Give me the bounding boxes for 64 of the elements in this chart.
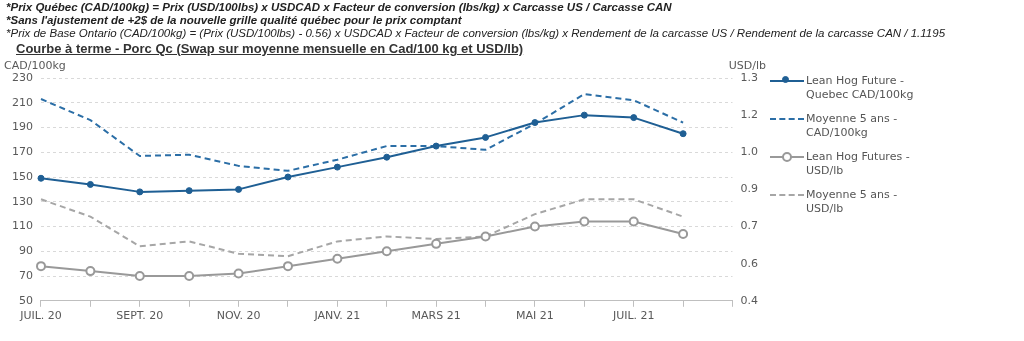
point [136,188,144,196]
y-tick-label: 90 [19,244,33,258]
point [185,187,193,195]
y-tick-label: 50 [19,293,33,307]
point [282,261,293,272]
x-tick-label: JUIL. 20 [19,309,62,323]
point [86,180,94,188]
point [529,221,540,232]
legend-label: Lean Hog Future - Quebec CAD/100kg [806,74,915,102]
point [678,228,689,239]
y2-tick-label: 0.6 [740,256,759,270]
legend-label: Moyenne 5 ans - USD/lb [806,188,899,216]
y-axis-title: CAD/100kg [4,59,66,73]
point [480,231,491,242]
y2-axis-title: USD/lb [728,59,767,73]
y-tick-label: 150 [12,169,33,183]
text: *Prix de Base Ontario (CAD/100kg) = (Prix (USD/100lbs) - 0.56) x USDCAD x Facteur de conversion (lbs/kg) x Rendement de la carcasse US / Rendement de la carcasse CAN / 1.1195 [6,27,947,40]
x-tick-label: NOV. 20 [216,309,261,323]
line-series [40,198,685,258]
point [579,216,590,227]
y2-tick-label: 0.4 [740,293,759,307]
x-tick-label: SEPT. 20 [116,309,164,323]
point [381,246,392,257]
point [36,261,46,272]
point [332,253,343,264]
point [679,130,687,138]
chart-title: Courbe à terme - Porc Qc (Swap sur moyenne mensuelle en Cad/100 kg et USD/lb) [15,41,525,56]
y-tick-label: 190 [12,120,33,134]
y2-tick-label: 0.7 [740,219,759,233]
y2-tick-label: 0.9 [740,182,759,196]
x-tick-label: JUIL. 21 [611,309,655,323]
y-tick-label: 70 [19,268,33,282]
point [531,119,539,127]
point [134,271,145,282]
point [235,185,243,193]
legend-label: Moyenne 5 ans - CAD/100kg [806,112,899,140]
point [630,114,638,122]
point [628,216,639,227]
point [482,133,490,141]
point [184,271,195,282]
y-tick-label: 210 [12,95,33,109]
point [284,173,292,181]
y-tick-label: 170 [12,145,33,159]
line-series [40,93,685,172]
text: *Prix Québec (CAD/100kg) = Prix (USD/100lbs) x USDCAD x Facteur de conversion (lbs/kg) x Carcasse US / Carcasse CAN [6,1,673,14]
point [432,142,440,150]
x-tick-label: JANV. 21 [313,309,361,323]
point [333,163,341,171]
y2-tick-label: 1.2 [740,107,759,121]
point [37,174,45,182]
y-tick-label: 130 [12,194,33,208]
y-tick-label: 230 [12,70,33,84]
y2-tick-label: 1.3 [740,70,759,84]
point [233,268,244,279]
point [580,111,588,119]
y2-tick-label: 1.0 [740,145,759,159]
x-tick-label: MARS 21 [411,309,461,323]
text: *Sans l'ajustement de +2$ de la nouvelle grille qualité québec pour le prix comptant [6,14,463,27]
legend-label: Lean Hog Futures - USD/lb [806,150,911,178]
x-tick-label: MAI 21 [516,309,554,323]
point [383,153,391,161]
point [85,266,96,277]
point [431,238,442,249]
y-tick-label: 110 [12,219,33,233]
